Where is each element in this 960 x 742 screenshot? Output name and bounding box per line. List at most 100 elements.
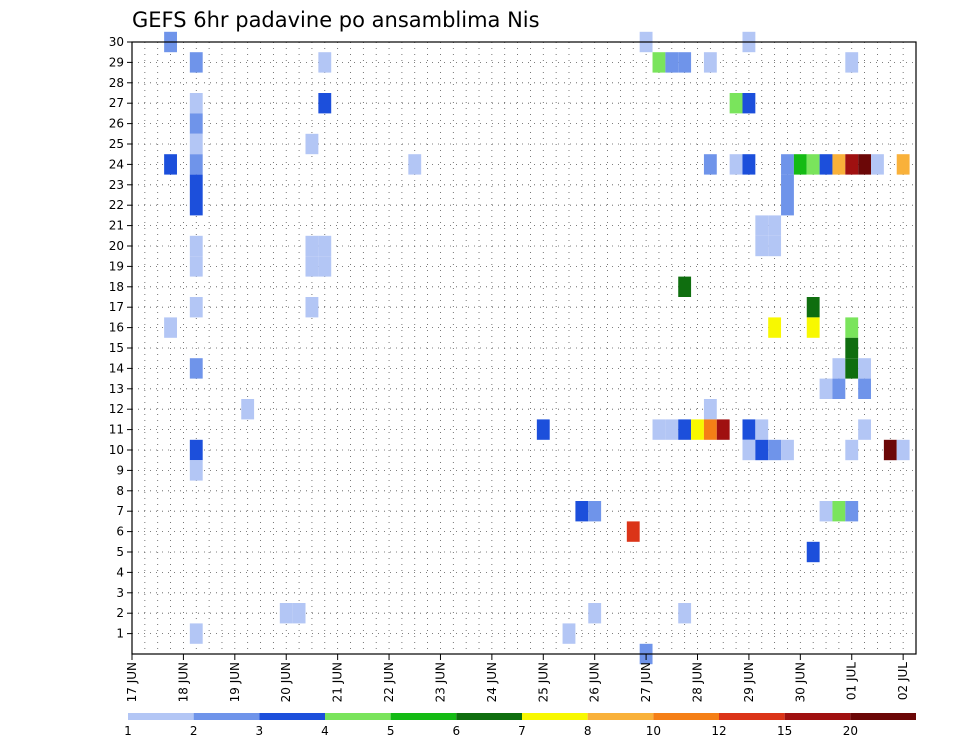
y-tick-label: 6: [116, 525, 124, 539]
data-cell: [845, 358, 859, 379]
x-tick-label: 17 JUN: [125, 662, 139, 702]
y-tick-label: 10: [109, 443, 124, 457]
data-cell: [691, 419, 704, 440]
data-cell: [703, 52, 717, 73]
y-tick-label: 4: [116, 565, 124, 579]
data-cell: [588, 603, 602, 624]
data-cell: [896, 439, 910, 461]
data-cell: [729, 154, 743, 175]
data-cell: [189, 133, 203, 155]
data-cell: [781, 154, 794, 175]
data-cell: [768, 215, 782, 236]
data-cell: [755, 439, 769, 461]
data-cell: [871, 154, 884, 175]
data-cell: [781, 195, 794, 216]
x-tick-label: 18 JUN: [176, 662, 190, 702]
y-tick-label: 11: [109, 423, 124, 437]
legend-swatch: [587, 713, 654, 720]
y-tick-label: 25: [109, 137, 124, 151]
x-tick-label: 30 JUN: [793, 662, 807, 702]
data-cell: [164, 154, 177, 175]
y-tick-label: 3: [116, 586, 124, 600]
legend-label: 6: [453, 724, 461, 738]
data-cell: [652, 52, 666, 73]
legend-swatch: [325, 713, 391, 720]
data-cell: [742, 439, 756, 461]
data-cell: [408, 154, 422, 175]
legend-swatch: [850, 713, 916, 720]
data-cell: [665, 419, 679, 440]
y-tick-label: 20: [109, 239, 124, 253]
data-cell: [189, 174, 203, 195]
data-cell: [241, 399, 255, 420]
y-tick-label: 15: [109, 341, 124, 355]
data-cell: [665, 52, 679, 73]
chart-title: GEFS 6hr padavine po ansamblima Nis: [132, 8, 540, 32]
data-cell: [742, 154, 756, 175]
legend-swatch: [653, 713, 719, 720]
legend-label: 7: [518, 724, 526, 738]
data-cell: [896, 154, 910, 175]
data-cell: [678, 276, 692, 297]
y-tick-label: 18: [109, 280, 124, 294]
legend-swatch: [193, 713, 260, 720]
data-cell: [832, 501, 846, 522]
data-cell: [678, 52, 692, 73]
data-cell: [189, 623, 203, 644]
data-cell: [755, 419, 769, 440]
data-cell: [652, 419, 666, 440]
x-tick-label: 02 JUL: [896, 662, 910, 700]
data-cell: [806, 317, 820, 338]
y-tick-label: 17: [109, 300, 124, 314]
data-cell: [189, 113, 203, 134]
legend-label: 10: [646, 724, 661, 738]
legend-swatch: [719, 713, 785, 720]
data-cells: [164, 31, 910, 665]
data-cell: [845, 501, 859, 522]
y-tick-label: 7: [116, 504, 124, 518]
data-cell: [832, 378, 846, 399]
legend-swatch: [259, 713, 325, 720]
y-tick-label: 5: [116, 545, 124, 559]
y-tick-label: 23: [109, 178, 124, 192]
legend-label: 15: [777, 724, 792, 738]
data-cell: [845, 439, 859, 461]
color-legend: 1 2 3 4 5 6 7 8 10 12 15 20: [124, 713, 916, 738]
legend-swatch: [128, 713, 194, 720]
data-cell: [562, 623, 576, 644]
y-tick-label: 29: [109, 55, 124, 69]
data-cell: [819, 378, 833, 399]
data-cell: [189, 195, 203, 216]
legend-label: 3: [256, 724, 264, 738]
x-tick-label: 29 JUN: [742, 662, 756, 702]
data-cell: [768, 439, 782, 461]
x-tick-label: 21 JUN: [331, 662, 345, 702]
data-cell: [703, 419, 717, 440]
grid-lines: [132, 41, 916, 654]
legend-label: 20: [843, 724, 858, 738]
y-tick-label: 12: [109, 402, 124, 416]
legend-swatch: [390, 713, 457, 720]
data-cell: [858, 154, 872, 175]
data-cell: [755, 215, 769, 236]
y-tick-label: 13: [109, 382, 124, 396]
data-cell: [189, 358, 203, 379]
y-tick-label: 8: [116, 484, 124, 498]
data-cell: [845, 317, 859, 338]
data-cell: [819, 501, 833, 522]
legend-swatch: [784, 713, 851, 720]
x-tick-label: 24 JUN: [485, 662, 499, 702]
legend-label: 1: [124, 724, 132, 738]
y-tick-label: 19: [109, 259, 124, 273]
x-tick-label: 23 JUN: [433, 662, 447, 702]
x-tick-label: 27 JUN: [639, 662, 653, 702]
data-cell: [189, 52, 203, 73]
x-tick-label: 28 JUN: [691, 662, 705, 702]
data-cell: [305, 133, 319, 155]
legend-label: 12: [711, 724, 726, 738]
data-cell: [806, 154, 820, 175]
legend-label: 8: [584, 724, 592, 738]
data-cell: [832, 358, 846, 379]
y-tick-label: 28: [109, 76, 124, 90]
